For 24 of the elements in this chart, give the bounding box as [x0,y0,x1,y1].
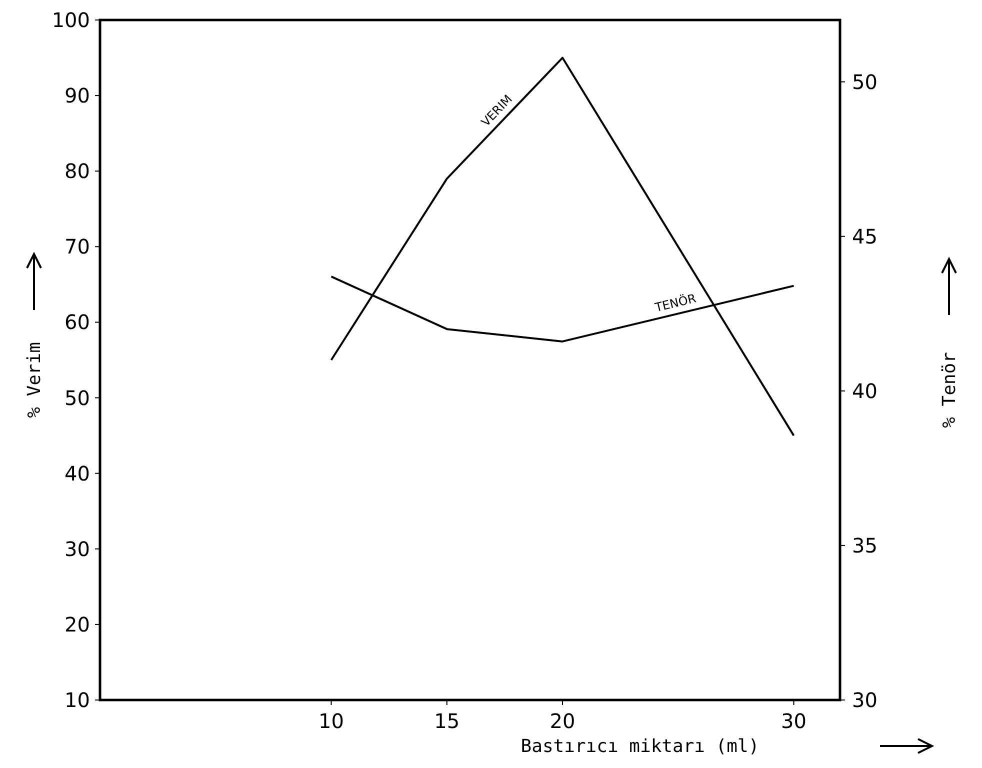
y-axis-title: % Verim [24,342,45,418]
y-tick-label: 100 [52,8,90,32]
y-tick-label: 60 [64,310,90,334]
x-tick-label: 10 [318,709,344,733]
y2-tick-label: 40 [852,378,878,403]
y2-tick-label: 45 [852,224,878,248]
y-tick-label: 50 [64,386,90,410]
x-axis-title: Bastırıcı miktarı (ml) [520,736,760,757]
y-tick-label: 10 [64,688,90,712]
text: TENÖR [652,291,698,315]
x-tick-label: 15 [434,709,460,733]
y-tick-label: 40 [64,461,90,486]
y2-axis-title: % Tenör [939,352,960,428]
x-tick-label: 30 [781,709,806,733]
y2-tick-label: 35 [852,533,878,558]
y-tick-label: 70 [64,234,90,259]
y-tick-label: 90 [64,84,90,108]
y2-tick-label: 50 [852,70,878,94]
line-series [330,56,795,437]
y-tick-label: 80 [64,159,90,184]
y-tick-label: 20 [64,612,90,636]
y2-tick-label: 30 [852,688,878,712]
x-tick-label: 20 [550,709,576,733]
y-tick-label: 30 [64,536,90,561]
